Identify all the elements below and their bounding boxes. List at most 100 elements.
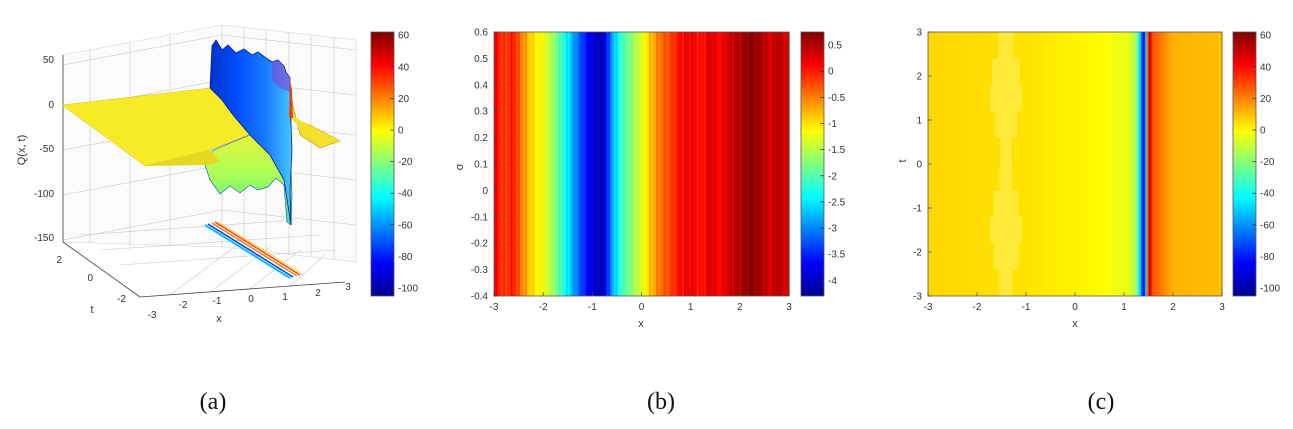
heatmap-cell (768, 32, 772, 296)
heatmap-cell (1185, 32, 1188, 296)
colorbar-tick-label: -1 (828, 119, 837, 130)
heatmap-cell (973, 32, 977, 296)
panel-c-heatmap: -3 -2 -1 0 1 2 3 3 2 1 0 -1 -2 -3 x t 60 40 20 0 -20 -40 -6… (897, 28, 1280, 331)
heatmap-cell (1065, 32, 1069, 296)
heatmap-cell (1043, 32, 1047, 296)
heatmap-cell (942, 32, 946, 296)
heatmap-cell (713, 32, 716, 296)
y-tick-label: -0.3 (471, 265, 489, 276)
heatmap-cell (785, 32, 788, 296)
heatmap-cell (1025, 32, 1028, 296)
heatmap-cell (964, 32, 968, 296)
heatmap-cell (1023, 32, 1026, 296)
heatmap-cell (1119, 32, 1122, 296)
heatmap-cell (755, 32, 759, 296)
colorbar-tick-label: -40 (398, 189, 413, 200)
heatmap-shade (999, 269, 1013, 296)
heatmap-cell (953, 32, 957, 296)
panel-a-z-tick: -50 (40, 144, 55, 155)
y-tick-label: 0.4 (474, 80, 488, 91)
heatmap-cell (1196, 32, 1199, 296)
heatmap-cell (753, 32, 757, 296)
heatmap-cell (1207, 32, 1210, 296)
heatmap-cell (599, 32, 602, 296)
heatmap-cell (553, 32, 556, 296)
heatmap-cell (576, 32, 580, 296)
heatmap-cell (711, 32, 715, 296)
heatmap-cell (693, 32, 696, 296)
heatmap-cell (676, 32, 679, 296)
heatmap-cell (951, 32, 955, 296)
heatmap-cell (737, 32, 740, 296)
heatmap-cell (748, 32, 751, 296)
heatmap-cell (752, 32, 755, 296)
heatmap-cell (558, 32, 561, 296)
colorbar-tick-label: -40 (1260, 189, 1275, 200)
heatmap-cell (935, 32, 938, 296)
heatmap-cell (1120, 32, 1124, 296)
panel-a-x-label: x (216, 313, 222, 325)
panel-a-surface-plot: 50 0 -50 -100 -150 Q(x, t) 2 0 -2 t -3 -… (16, 24, 418, 325)
panel-a-z-label: Q(x, t) (16, 135, 28, 166)
heatmap-cell (1091, 32, 1094, 296)
heatmap-cell (733, 32, 737, 296)
heatmap-cell (1192, 32, 1196, 296)
heatmap-cell (682, 32, 685, 296)
heatmap-cell (1038, 32, 1041, 296)
heatmap-cell (962, 32, 966, 296)
heatmap-cell (630, 32, 633, 296)
heatmap-cell (521, 32, 525, 296)
y-tick-label: 0.5 (474, 54, 488, 65)
heatmap-cell (1133, 32, 1137, 296)
heatmap-cell (538, 32, 541, 296)
y-tick-label: -0.1 (471, 212, 489, 223)
heatmap-cell (1146, 32, 1150, 296)
heatmap-cell (1063, 32, 1067, 296)
heatmap-cell (1108, 32, 1111, 296)
heatmap-cell (984, 32, 988, 296)
heatmap-cell (669, 32, 672, 296)
colorbar-tick-label: 0.5 (828, 41, 842, 52)
heatmap-cell (506, 32, 510, 296)
heatmap-cell (1172, 32, 1175, 296)
heatmap-cell (765, 32, 768, 296)
panel-b-plot-area (494, 32, 790, 296)
heatmap-cell (1190, 32, 1194, 296)
heatmap-cell (1212, 32, 1216, 296)
colorbar-tick-label: 40 (398, 62, 410, 73)
heatmap-cell (517, 32, 521, 296)
heatmap-cell (1214, 32, 1218, 296)
heatmap-cell (997, 32, 1001, 296)
heatmap-cell (597, 32, 600, 296)
heatmap-cell (988, 32, 992, 296)
x-tick-label: 3 (786, 302, 792, 313)
heatmap-cell (1168, 32, 1172, 296)
heatmap-cell (1104, 32, 1107, 296)
heatmap-cell (715, 32, 718, 296)
heatmap-cell (995, 32, 999, 296)
heatmap-cell (1150, 32, 1153, 296)
heatmap-cell (1194, 32, 1197, 296)
heatmap-cell (508, 32, 512, 296)
panel-a-x-tick: 2 (315, 288, 321, 299)
heatmap-cell (744, 32, 748, 296)
heatmap-cell (519, 32, 523, 296)
panel-b-axes: -3 -2 -1 0 1 2 3 0.6 0.5 0.4 0.3 0.2 0.1 0 -0.1 -0.2 -0.… (471, 28, 792, 314)
heatmap-cell (776, 32, 779, 296)
heatmap-cell (707, 32, 711, 296)
heatmap-cell (717, 32, 720, 296)
heatmap-cell (1170, 32, 1173, 296)
y-tick-label: 0.1 (474, 160, 488, 171)
colorbar-tick-label: -3.5 (828, 250, 846, 261)
panel-a-colorbar: 60 40 20 0 -20 -40 -60 -80 -100 (370, 31, 418, 297)
heatmap-cell (1161, 32, 1164, 296)
heatmap-cell (621, 32, 624, 296)
heatmap-cell (1106, 32, 1109, 296)
heatmap-cell (731, 32, 735, 296)
heatmap-cell (709, 32, 713, 296)
heatmap-cell (623, 32, 626, 296)
heatmap-cell (766, 32, 770, 296)
heatmap-cell (1054, 32, 1058, 296)
heatmap-cell (1128, 32, 1131, 296)
